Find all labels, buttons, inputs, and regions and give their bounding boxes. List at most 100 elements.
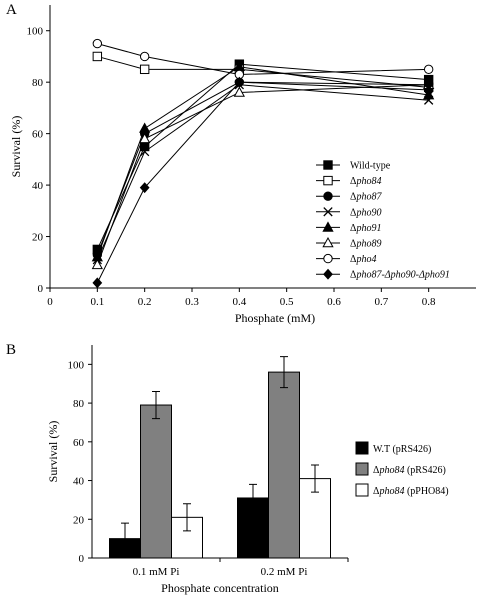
legend-marker: [323, 160, 333, 170]
y-tick-label: 40: [32, 180, 44, 192]
data-point: [423, 79, 434, 91]
legend-label-part-0: W.T: [373, 444, 390, 455]
bar: [268, 371, 300, 559]
legend-label-part-0: Δ: [350, 207, 357, 218]
x-axis-label: Phosphate concentration: [161, 581, 279, 595]
series-line: [96, 84, 429, 260]
data-point: [139, 182, 150, 194]
error-bar: [121, 522, 129, 555]
x-tick-label: 0: [47, 296, 53, 308]
legend-label-part-0: Δ: [350, 254, 357, 265]
line-chart-panel-a: 0 20 40 60 80 100 0 0.1 0.2 0.3 0.4 0.5 0.6 0.7 0.8 Pho…: [9, 5, 476, 325]
legend-label: Δpho84 (pRS426): [373, 465, 446, 476]
series-line: [96, 81, 429, 284]
error-bar: [183, 503, 191, 532]
legend-label-part-1: pho84: [378, 465, 404, 476]
legend-label: Δpho84 (pPHO84): [373, 486, 449, 497]
x-axis-label: Phosphate (mM): [235, 311, 315, 325]
legend-marker: [323, 253, 333, 264]
legend-swatch: [355, 483, 369, 497]
legend-label: W.T (pRS426): [373, 444, 431, 455]
y-tick-label: 60: [73, 437, 85, 449]
data-point: [139, 64, 150, 75]
y-axis-label: Survival (%): [9, 116, 23, 178]
x-tick-label: 0.8: [422, 296, 436, 308]
y-tick-label: 0: [79, 553, 85, 565]
y-tick-label: 100: [27, 26, 44, 38]
legend-marker: [323, 191, 333, 201]
legend-label: Wild-type: [350, 161, 391, 172]
data-point: [233, 86, 245, 97]
legend-label-part-0: Δ: [350, 192, 357, 203]
y-tick-label: 20: [32, 232, 44, 244]
error-bar: [249, 483, 257, 513]
data-point: [92, 51, 103, 62]
data-point: [92, 38, 103, 49]
series-line: [97, 43, 429, 75]
category-label: 0.1 mM Pi: [133, 566, 180, 578]
x-tick-label: 0.2: [138, 296, 152, 308]
legend-marker: [322, 221, 334, 232]
category-label: 0.2 mM Pi: [261, 566, 308, 578]
legend-label: Δpho84: [350, 176, 381, 187]
legend-label-part-0: Δ: [350, 176, 357, 187]
legend-marker: [323, 268, 333, 280]
y-tick-label: 0: [38, 283, 44, 295]
data-point: [139, 51, 150, 62]
x-tick-label: 0.7: [374, 296, 388, 308]
legend-label: Δpho4: [350, 254, 376, 265]
legend-label: Δpho91: [350, 223, 381, 234]
error-bar: [311, 464, 319, 493]
data-point: [91, 258, 103, 270]
legend-label: Δpho87-Δpho90-Δpho91: [350, 270, 450, 281]
bar-chart-panel-b: 0 20 40 60 80 100 0.1 mM Pi 0.2 mM Pi Phosphate …: [46, 345, 449, 595]
data-point: [139, 132, 151, 144]
legend-label-part-1: pho89: [355, 239, 381, 250]
legend-label-part-1: pho4: [355, 254, 376, 265]
legend-label-part-2: (pRS426): [390, 444, 431, 455]
legend-label-part-1: pho87-Δpho90-Δpho91: [355, 270, 449, 281]
bar: [140, 404, 172, 559]
legend-label-part-0: Δ: [373, 465, 380, 476]
data-point: [139, 122, 151, 133]
y-tick-label: 100: [68, 359, 85, 371]
data-point: [140, 146, 150, 157]
legend-label-part-1: pho90: [355, 207, 381, 218]
panel-b-label: B: [6, 342, 16, 358]
legend-label-part-0: Δ: [373, 486, 380, 497]
legend-swatch: [355, 462, 369, 476]
legend-label-part-2: (pRS426): [404, 465, 445, 476]
legend-label-part-0: Δ: [350, 239, 357, 250]
legend-marker: [323, 207, 333, 217]
y-tick-label: 80: [73, 398, 85, 410]
x-tick-label: 0.3: [185, 296, 199, 308]
legend-label-part-0: Δ: [350, 223, 357, 234]
y-tick-label: 60: [32, 129, 44, 141]
y-tick-label: 40: [73, 476, 85, 488]
x-tick-label: 0.5: [280, 296, 294, 308]
series-line: [96, 66, 429, 258]
y-tick-label: 80: [32, 77, 44, 89]
data-point: [92, 277, 103, 289]
series-line: [96, 84, 429, 266]
legend-label-part-1: pho84: [378, 486, 404, 497]
x-tick-label: 0.4: [232, 296, 246, 308]
data-point: [234, 76, 245, 88]
legend-label-part-2: (pPHO84): [404, 486, 448, 497]
series-line: [97, 55, 429, 88]
x-tick-label: 0.1: [90, 296, 104, 308]
legend-label: Δpho89: [350, 239, 381, 250]
legend-label-part-1: pho87: [355, 192, 382, 203]
legend-marker: [323, 175, 333, 186]
data-point: [423, 64, 434, 75]
legend-label-part-1: pho91: [355, 223, 381, 234]
y-tick-label: 20: [73, 514, 85, 526]
y-axis-label: Survival (%): [46, 421, 60, 483]
x-tick-label: 0.6: [327, 296, 341, 308]
legend-swatch: [355, 441, 369, 455]
error-bar: [152, 390, 160, 420]
legend-marker: [322, 236, 334, 248]
panel-a-label: A: [6, 2, 17, 18]
legend-label: Δpho87: [350, 192, 382, 203]
